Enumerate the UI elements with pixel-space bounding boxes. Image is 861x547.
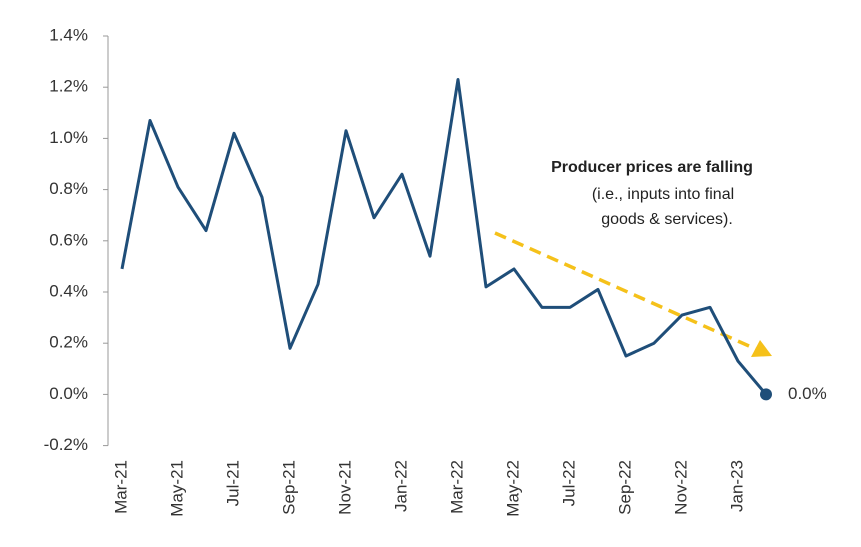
y-tick-label: 0.4% [49,281,88,300]
y-tick-label: 1.2% [49,77,88,96]
y-tick-label: 0.0% [49,384,88,403]
y-tick-label: 0.2% [49,333,88,352]
x-tick-label: May-22 [503,460,522,517]
x-tick-label: Jul-22 [559,460,578,506]
trend-arrow-head [751,340,772,357]
trend-arrow [494,231,759,352]
x-tick-label: May-21 [167,460,186,517]
data-label: 0.0% [788,384,827,403]
annotation-line: goods & services). [601,211,733,228]
annotation-title: Producer prices are falling [551,159,753,176]
y-tick-label: 1.0% [49,128,88,147]
annotation-line: (i.e., inputs into final [592,186,734,203]
x-tick-label: Mar-21 [111,460,130,514]
x-tick-label: Nov-21 [335,460,354,515]
y-tick-label: 0.8% [49,179,88,198]
x-tick-label: Jul-21 [223,460,242,506]
line-series [120,78,768,396]
x-tick-label: Sep-22 [615,460,634,515]
x-tick-label: Nov-22 [671,460,690,515]
x-tick-label: Mar-22 [447,460,466,514]
y-tick-label: -0.2% [44,435,88,454]
y-tick-label: 0.6% [49,230,88,249]
y-tick-label: 1.4% [49,25,88,44]
x-tick-label: Sep-21 [279,460,298,515]
x-tick-label: Jan-22 [391,460,410,512]
x-tick-label: Jan-23 [727,460,746,512]
end-point [760,388,772,401]
